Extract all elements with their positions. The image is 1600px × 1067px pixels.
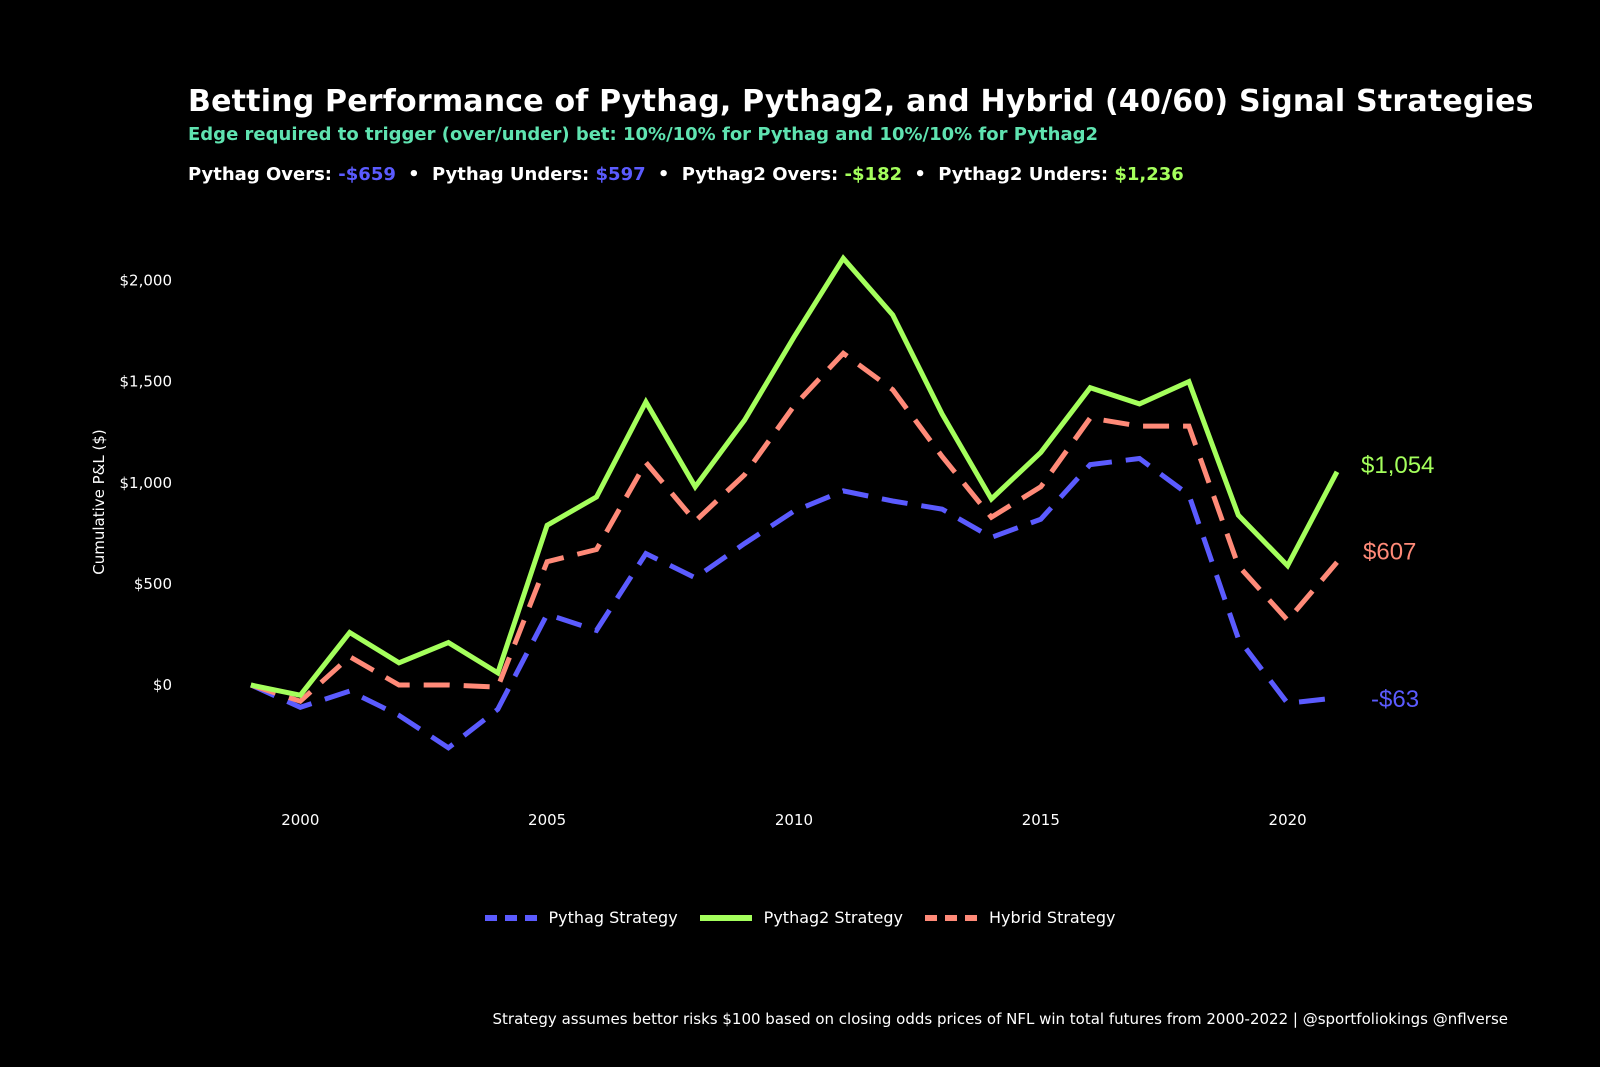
end-labels: -$63 $1,054 $607 xyxy=(1361,452,1434,713)
end-label-pythag2-strategy: $1,054 xyxy=(1361,452,1434,479)
legend-swatch-hybrid xyxy=(924,914,977,921)
legend-swatch-pythag2 xyxy=(699,914,752,921)
legend-item-pythag: Pythag Strategy xyxy=(484,908,678,927)
y-tick-label: $1,500 xyxy=(120,373,173,391)
stat-value-pythag2-overs: -$182 xyxy=(844,164,903,185)
stat-separator: • xyxy=(657,164,670,185)
stat-label-pythag-overs: Pythag Overs: xyxy=(188,164,333,185)
x-axis: 2000 2005 2010 2015 2020 xyxy=(281,811,1307,829)
legend-label-pythag: Pythag Strategy xyxy=(548,908,678,927)
series-lines xyxy=(249,254,1340,751)
x-tick-label: 2005 xyxy=(528,811,566,829)
chart-subtitle: Edge required to trigger (over/under) be… xyxy=(188,124,1099,145)
stat-label-pythag2-unders: Pythag2 Unders: xyxy=(938,164,1109,185)
x-tick-label: 2000 xyxy=(281,811,319,829)
legend-item-hybrid: Hybrid Strategy xyxy=(924,908,1116,927)
y-tick-label: $1,000 xyxy=(120,474,173,492)
y-axis-label: Cumulative P&L ($) xyxy=(90,429,108,575)
stat-value-pythag-unders: $597 xyxy=(595,164,646,185)
line-chart: Cumulative P&L ($) $0 $500 $1,000 $1,500 $2,… xyxy=(90,254,1434,829)
x-tick-label: 2015 xyxy=(1022,811,1060,829)
stat-label-pythag-unders: Pythag Unders: xyxy=(431,164,590,185)
legend: Pythag Strategy Pythag2 Strategy Hybrid … xyxy=(0,908,1600,927)
legend-label-pythag2: Pythag2 Strategy xyxy=(763,908,903,927)
x-tick-label: 2020 xyxy=(1269,811,1307,829)
chart-title: Betting Performance of Pythag, Pythag2, … xyxy=(188,84,1534,119)
series-line-pythag2-strategy xyxy=(250,254,1340,698)
legend-label-hybrid: Hybrid Strategy xyxy=(988,908,1116,927)
caption: Strategy assumes bettor risks $100 based… xyxy=(492,1010,1508,1028)
series-line-hybrid-strategy xyxy=(250,349,1339,705)
end-label-hybrid-strategy: $607 xyxy=(1363,538,1416,565)
x-tick-label: 2010 xyxy=(775,811,813,829)
stat-separator: • xyxy=(408,164,420,185)
end-label-pythag-strategy: -$63 xyxy=(1371,686,1419,713)
legend-item-pythag2: Pythag2 Strategy xyxy=(699,908,903,927)
legend-swatch-pythag xyxy=(484,914,537,921)
stats-row: Pythag Overs: -$659 • Pythag Unders: $59… xyxy=(188,164,1184,185)
stat-label-pythag2-overs: Pythag2 Overs: xyxy=(681,164,839,185)
y-tick-label: $500 xyxy=(134,575,172,593)
stat-value-pythag-overs: -$659 xyxy=(338,164,396,185)
y-axis: $0 $500 $1,000 $1,500 $2,000 xyxy=(120,272,173,695)
stat-value-pythag2-unders: $1,236 xyxy=(1114,164,1184,185)
series-line-pythag-strategy xyxy=(249,455,1338,751)
stat-separator: • xyxy=(914,164,926,185)
y-tick-label: $0 xyxy=(153,676,172,694)
y-tick-label: $2,000 xyxy=(120,272,173,290)
